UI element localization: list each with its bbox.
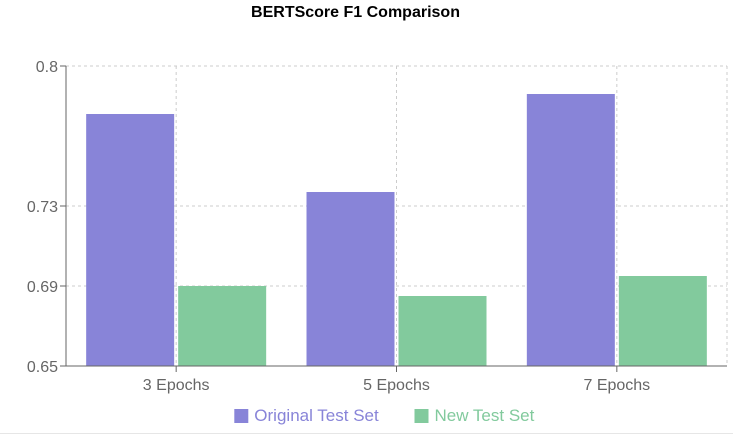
- x-tick-label: 5 Epochs: [363, 377, 430, 394]
- bar-original-1: [86, 114, 175, 366]
- legend-label-original: Original Test Set: [254, 406, 379, 425]
- x-tick-label: 7 Epochs: [583, 377, 650, 394]
- legend-swatch-new: [414, 409, 429, 423]
- bar-original-2: [306, 192, 395, 366]
- bottom-divider: [0, 433, 733, 434]
- chart-title: BERTScore F1 Comparison: [251, 4, 460, 21]
- bar-original-3: [526, 94, 615, 366]
- y-tick-label: 0.65: [27, 359, 58, 376]
- bar-new-3: [618, 276, 707, 366]
- legend-swatch-original: [234, 409, 249, 423]
- x-tick-label: 3 Epochs: [143, 377, 210, 394]
- bar-new-2: [398, 296, 487, 366]
- bar-new-1: [178, 286, 267, 366]
- legend-label-new: New Test Set: [435, 406, 535, 425]
- y-tick-label: 0.8: [36, 59, 58, 76]
- y-tick-label: 0.69: [27, 279, 58, 296]
- y-tick-label: 0.73: [27, 199, 58, 216]
